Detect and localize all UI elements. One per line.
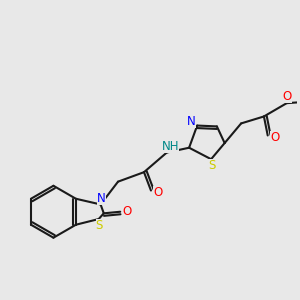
- Text: NH: NH: [162, 140, 179, 153]
- Text: O: O: [153, 186, 163, 199]
- Text: O: O: [270, 130, 279, 143]
- Text: O: O: [283, 90, 292, 103]
- Text: N: N: [97, 192, 106, 205]
- Text: S: S: [96, 219, 103, 232]
- Text: S: S: [208, 159, 215, 172]
- Text: N: N: [187, 115, 196, 128]
- Text: O: O: [122, 205, 131, 218]
